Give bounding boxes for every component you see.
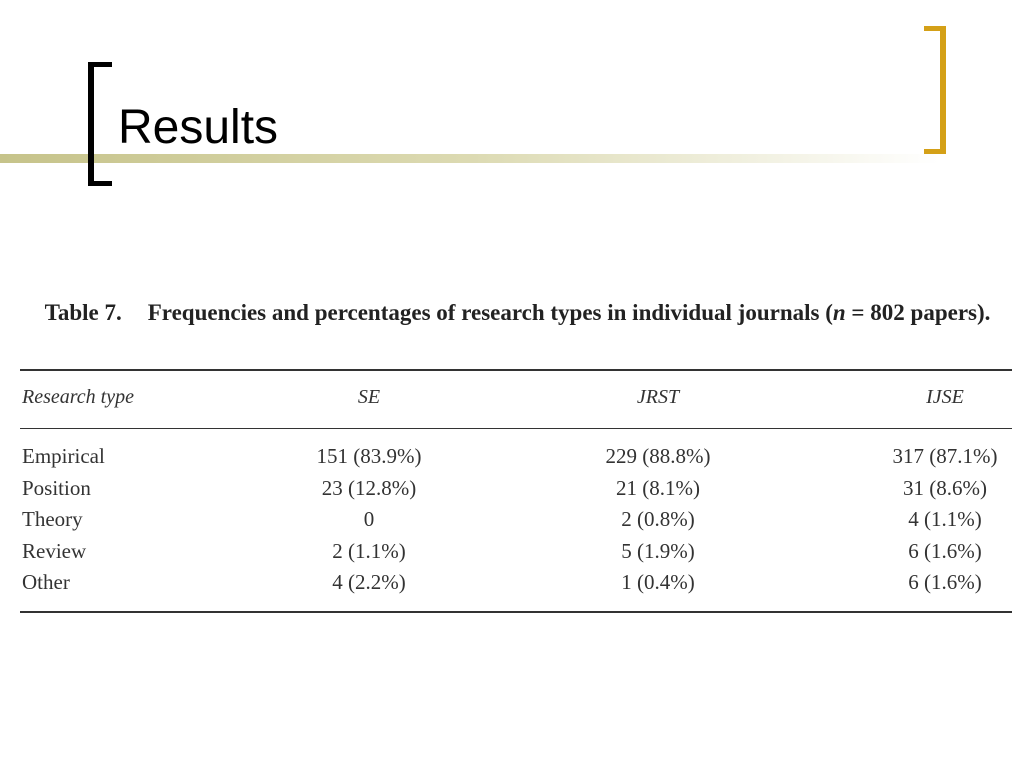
table-rule <box>20 428 1012 429</box>
column-header: IJSE <box>926 386 964 408</box>
table-cell: 2 (0.8%) <box>621 507 695 531</box>
table-cell: 2 (1.1%) <box>332 538 406 563</box>
table-cell: 4 (1.1%) <box>908 507 982 531</box>
right-bracket <box>924 149 946 154</box>
table-caption: Table 7. Frequencies and percentages of r… <box>40 295 995 330</box>
slide-title: Results <box>118 101 279 154</box>
table-cell: 151 (83.9%) <box>316 444 422 468</box>
table-cell: 5 (1.9%) <box>621 538 695 563</box>
column-header: Research type <box>22 386 134 408</box>
table-rule <box>20 369 1012 371</box>
right-bracket <box>940 26 946 154</box>
caption-italic: n <box>832 300 846 325</box>
column-header: JRST <box>636 386 680 408</box>
row-label: Theory <box>22 507 83 531</box>
table-cell: 6 (1.6%) <box>908 538 982 563</box>
table-cell: 31 (8.6%) <box>903 475 987 500</box>
column-header: SE <box>357 386 381 408</box>
row-label: Position <box>22 475 91 500</box>
title-band <box>0 154 940 163</box>
table-cell: 229 (88.8%) <box>605 444 711 468</box>
caption-text: Frequencies and percentages of research … <box>147 300 833 325</box>
left-bracket <box>88 62 94 186</box>
row-label: Other <box>22 570 70 594</box>
table-cell: 1 (0.4%) <box>621 570 695 594</box>
table-cell: 6 (1.6%) <box>908 570 982 594</box>
table-cell: 23 (12.8%) <box>321 475 417 500</box>
right-bracket <box>924 26 946 31</box>
row-label: Review <box>22 538 87 563</box>
table-cell: 4 (2.2%) <box>332 570 406 594</box>
left-bracket <box>88 62 112 67</box>
caption-label: Table 7. <box>44 300 122 325</box>
table-cell: 21 (8.1%) <box>616 475 700 500</box>
table-cell: 317 (87.1%) <box>892 444 998 468</box>
table-rule <box>20 611 1012 613</box>
left-bracket <box>88 181 112 186</box>
caption-text: = 802 papers). <box>845 300 991 325</box>
row-label: Empirical <box>22 444 105 468</box>
table-cell: 0 <box>363 507 375 531</box>
